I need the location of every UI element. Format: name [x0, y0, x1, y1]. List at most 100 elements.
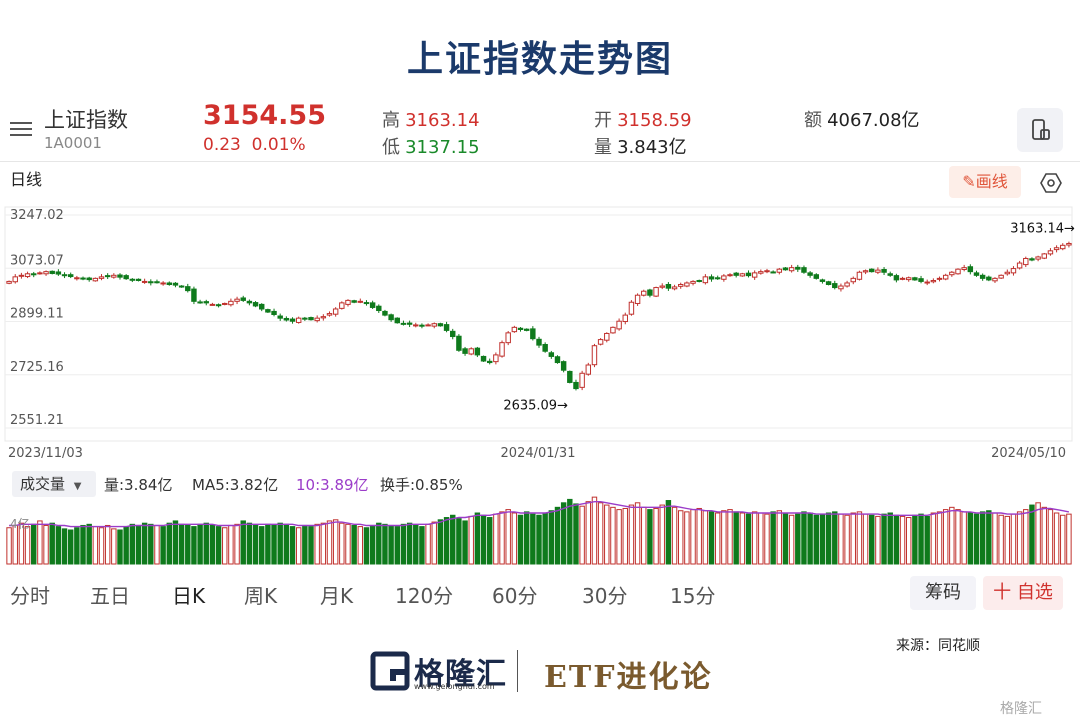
candle	[727, 273, 733, 277]
candle-body	[708, 276, 715, 280]
volume-bar	[869, 514, 875, 565]
volume-bar	[678, 510, 684, 565]
settings-button[interactable]	[1040, 172, 1062, 198]
tab-minute[interactable]: 分时	[10, 584, 50, 608]
candle-body	[850, 277, 856, 283]
candle-body	[166, 282, 173, 285]
candle	[252, 301, 259, 308]
candle	[178, 285, 185, 288]
landscape-button[interactable]	[1017, 108, 1063, 152]
candle	[819, 278, 826, 284]
hexagon-gear-icon	[1040, 173, 1062, 193]
tab-60min[interactable]: 60分	[492, 584, 538, 608]
brand-name: ETF进化论	[544, 660, 713, 695]
volume-bar	[258, 526, 265, 565]
volume-bar	[265, 523, 271, 565]
candle-body	[302, 317, 308, 320]
tab-five-day[interactable]: 五日	[90, 584, 130, 608]
candle	[825, 280, 832, 286]
last-price: 3154.55	[203, 100, 326, 131]
volume-bar	[727, 509, 733, 565]
turnover-rate: 换手:0.85%	[380, 476, 463, 494]
volume-bar	[616, 509, 622, 565]
tab-monthly-k[interactable]: 月K	[320, 584, 354, 608]
volume-bar	[357, 526, 364, 565]
candle	[86, 276, 92, 282]
candle	[795, 264, 801, 272]
candle-body	[197, 301, 203, 304]
volume-bar	[548, 510, 555, 565]
tab-weekly-k[interactable]: 周K	[244, 584, 278, 608]
tab-30min[interactable]: 30分	[582, 584, 628, 608]
candle	[363, 300, 370, 306]
candle	[665, 282, 672, 291]
menu-icon[interactable]	[10, 118, 32, 138]
volume-tag-label: 成交量	[20, 475, 66, 493]
candle-body	[696, 280, 702, 283]
candle-body	[86, 277, 92, 281]
candle	[326, 311, 333, 317]
add-favorite-button[interactable]: 十 自选	[983, 576, 1063, 610]
volume-bar	[832, 511, 838, 565]
volume-bar	[690, 509, 696, 565]
tab-120min[interactable]: 120分	[395, 584, 454, 608]
candle-body	[295, 317, 302, 323]
volume-bar	[1004, 515, 1011, 565]
volume-bar	[795, 513, 801, 565]
candle	[893, 273, 900, 283]
volume-bar	[856, 511, 863, 565]
candle	[148, 279, 154, 286]
high-value: 3163.14	[405, 110, 480, 131]
volume-bar	[37, 520, 43, 565]
volume-bar	[788, 514, 795, 565]
volume-bar	[351, 524, 357, 565]
volume-bar	[862, 513, 869, 565]
candle-body	[258, 303, 265, 310]
candle-body	[388, 314, 394, 321]
candle	[388, 313, 394, 322]
candle	[924, 279, 930, 286]
candle	[450, 328, 456, 340]
volume-bar	[844, 514, 850, 565]
candle-body	[739, 273, 746, 277]
candle-body	[222, 302, 228, 305]
candle-body	[782, 267, 789, 271]
candle-body	[628, 301, 635, 315]
candlestick-chart[interactable]: 3247.02 3073.07 2899.11 2725.16 2551.21 3163.…	[0, 205, 1080, 463]
volume-indicator-select[interactable]: 成交量 ▼	[12, 471, 96, 497]
draw-line-button[interactable]: ✎画线	[949, 166, 1021, 198]
candle-body	[690, 280, 696, 284]
volume-bar	[6, 527, 12, 565]
candle	[295, 316, 302, 324]
candle-body	[49, 270, 55, 274]
candle	[536, 336, 542, 348]
volume-bar	[850, 512, 856, 565]
candle	[203, 299, 209, 306]
volume-bar	[363, 527, 370, 565]
candle-body	[400, 322, 407, 325]
candle-body	[160, 282, 166, 285]
change-value: 0.23	[203, 135, 241, 155]
volume-bar	[135, 524, 142, 565]
chip-distribution-button[interactable]: 筹码	[910, 576, 976, 610]
volume-bar	[813, 514, 820, 565]
candle-body	[314, 317, 320, 322]
candle	[850, 276, 856, 285]
candle-body	[758, 271, 764, 274]
candle	[456, 334, 462, 352]
candle	[862, 269, 869, 275]
candle-body	[406, 322, 413, 325]
candle-body	[745, 272, 752, 277]
candle	[1004, 269, 1011, 276]
candle-body	[67, 274, 74, 278]
volume-bar	[597, 502, 604, 565]
volume-bar	[123, 526, 129, 565]
tab-daily-k[interactable]: 日K	[172, 584, 206, 608]
volume-chart[interactable]: 4亿	[0, 496, 1080, 568]
candle	[702, 274, 709, 285]
candle	[641, 289, 647, 297]
candle-body	[961, 267, 967, 270]
candle-body	[659, 285, 665, 288]
tab-15min[interactable]: 15分	[670, 584, 716, 608]
candle	[530, 326, 536, 341]
